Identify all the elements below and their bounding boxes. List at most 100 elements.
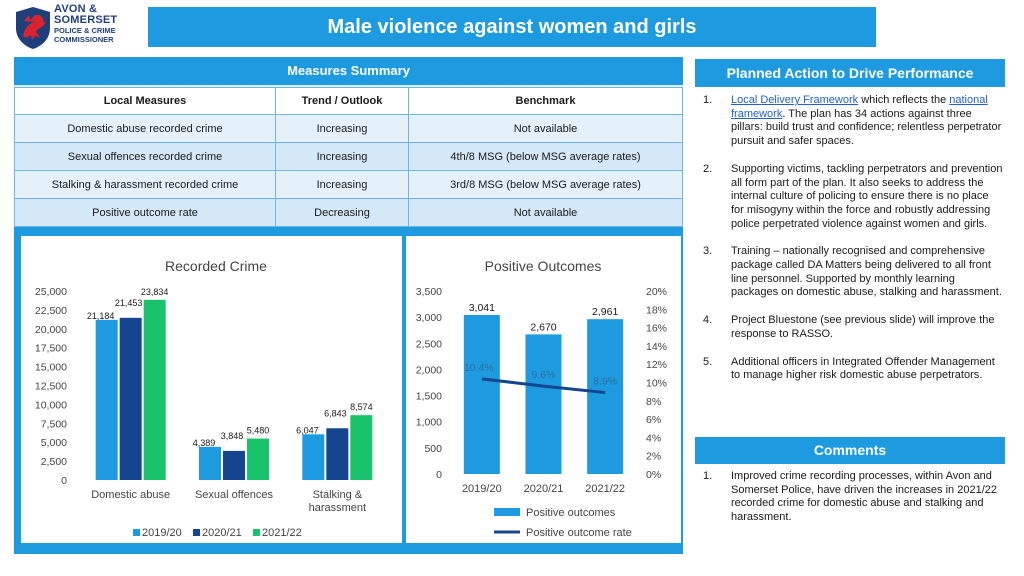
y-tick-label: 2,500 [41, 456, 67, 468]
y2-tick-label: 4% [646, 432, 661, 444]
column-header-local-measures: Local Measures [14, 87, 276, 115]
line-data-label: 9.6% [532, 369, 556, 381]
column-header-benchmark: Benchmark [408, 87, 683, 115]
measures-summary: Measures Summary Local Measures Trend / … [14, 57, 683, 227]
bar [223, 450, 245, 480]
bar [247, 438, 269, 480]
item-text: Improved crime recording processes, with… [731, 470, 997, 524]
y-tick-label: 22,500 [35, 305, 67, 317]
y-tick-label: 7,500 [41, 418, 67, 430]
item-number: 5. [703, 355, 713, 368]
bar [350, 415, 373, 480]
y-tick-label: 5,000 [41, 437, 67, 449]
list-item: 3. Training – nationally recognised and … [703, 245, 1003, 300]
data-label: 5,480 [247, 426, 270, 436]
measure-cell: Stalking & harassment recorded crime [14, 170, 276, 199]
trend-cell: Increasing [275, 170, 409, 199]
item-text-part: which reflects the [858, 94, 950, 106]
data-label: 6,047 [296, 425, 319, 435]
measure-cell: Domestic abuse recorded crime [14, 114, 276, 143]
y2-tick-label: 2% [646, 451, 661, 463]
legend-label: 2021/22 [262, 527, 302, 539]
national-framework-link[interactable]: national framework [731, 94, 988, 120]
measures-table: Local Measures Trend / Outlook Benchmark… [14, 87, 683, 227]
x-tick-label: Stalking & [313, 489, 363, 501]
x-tick-label: 2019/20 [462, 483, 502, 495]
benchmark-cell: Not available [408, 198, 683, 227]
data-label: 4,389 [193, 438, 216, 448]
table-row: Sexual offences recorded crime Increasin… [14, 142, 683, 171]
dragon-crest-icon [16, 7, 50, 49]
trend-cell: Decreasing [275, 198, 409, 227]
y-tick-label: 10,000 [35, 399, 67, 411]
data-label: 23,834 [141, 287, 169, 297]
bar [525, 334, 562, 474]
column-header-trend: Trend / Outlook [275, 87, 409, 115]
y-tick-label: 3,000 [416, 312, 442, 324]
measures-summary-heading: Measures Summary [14, 57, 683, 85]
item-text-part: . The plan has 34 actions against three … [731, 107, 1002, 148]
rate-line [481, 377, 606, 395]
table-row: Domestic abuse recorded crime Increasing… [14, 114, 683, 143]
benchmark-cell: Not available [408, 114, 683, 143]
measure-cell: Sexual offences recorded crime [14, 142, 276, 171]
list-item: 1. Local Delivery Framework which reflec… [703, 94, 1003, 149]
y2-tick-label: 12% [646, 359, 667, 371]
y2-tick-label: 10% [646, 378, 667, 390]
y2-tick-label: 20% [646, 286, 667, 298]
bar [326, 428, 349, 480]
local-delivery-framework-link[interactable]: Local Delivery Framework [731, 94, 859, 106]
item-text: Supporting victims, tackling perpetrator… [731, 162, 1003, 230]
comments-heading: Comments [695, 437, 1005, 464]
legend-swatch [133, 529, 140, 536]
item-number: 4. [703, 314, 713, 327]
y-tick-label: 20,000 [35, 324, 67, 336]
y2-tick-label: 8% [646, 396, 661, 408]
trend-cell: Increasing [275, 142, 409, 171]
bar [143, 299, 166, 480]
logo-line-3: POLICE & CRIME [54, 26, 116, 35]
list-item: 2. Supporting victims, tackling perpetra… [703, 163, 1003, 232]
recorded-crime-panel: Recorded Crime 0 2,500 5,000 7,500 10,000 12,5… [21, 236, 402, 543]
legend-swatch [253, 529, 260, 536]
item-text: Project Bluestone (see previous slide) w… [731, 314, 995, 340]
y-tick-label: 2,000 [416, 364, 442, 376]
logo-line-4: COMMISSIONER [54, 35, 114, 44]
data-label: 8,574 [350, 402, 373, 412]
x-tick-label: 2021/22 [585, 483, 625, 495]
list-item: 5. Additional officers in Integrated Off… [703, 356, 1003, 383]
chart-title: Positive Outcomes [485, 258, 602, 274]
legend-label: 2020/21 [202, 527, 242, 539]
x-tick-label: 2020/21 [524, 483, 564, 495]
measure-cell: Positive outcome rate [14, 198, 276, 227]
y-tick-label: 1,000 [416, 417, 442, 429]
legend-swatch [494, 508, 520, 516]
y2-tick-label: 18% [646, 304, 667, 316]
y2-tick-label: 6% [646, 414, 661, 426]
data-label: 21,184 [87, 311, 115, 321]
data-label: 3,848 [221, 431, 244, 441]
logo-text: AVON & SOMERSET POLICE & CRIME COMMISSIO… [54, 4, 118, 45]
measures-table-header: Local Measures Trend / Outlook Benchmark [14, 87, 683, 115]
planned-action-heading: Planned Action to Drive Performance [695, 59, 1005, 87]
list-item: 4. Project Bluestone (see previous slide… [703, 314, 1003, 341]
bar [587, 319, 624, 474]
data-label: 2,670 [530, 321, 556, 333]
x-tick-label: Sexual offences [195, 489, 274, 501]
bar [95, 319, 118, 480]
positive-outcomes-panel: Positive Outcomes 0 500 1,000 1,500 2,000 2,50… [406, 236, 681, 543]
x-tick-label: harassment [309, 502, 366, 514]
logo-line-2: SOMERSET [54, 14, 118, 26]
y2-tick-label: 16% [646, 323, 667, 335]
bar [302, 434, 325, 480]
legend-swatch [193, 529, 200, 536]
y-tick-label: 25,000 [35, 286, 67, 298]
y2-tick-label: 0% [646, 469, 661, 481]
legend-label: 2019/20 [142, 527, 182, 539]
benchmark-cell: 3rd/8 MSG (below MSG average rates) [408, 170, 683, 199]
data-label: 21,453 [115, 298, 143, 308]
benchmark-cell: 4th/8 MSG (below MSG average rates) [408, 142, 683, 171]
data-label: 3,041 [469, 302, 495, 314]
charts-panel: Recorded Crime 0 2,500 5,000 7,500 10,000 12,5… [14, 227, 683, 554]
y-tick-label: 1,500 [416, 391, 442, 403]
